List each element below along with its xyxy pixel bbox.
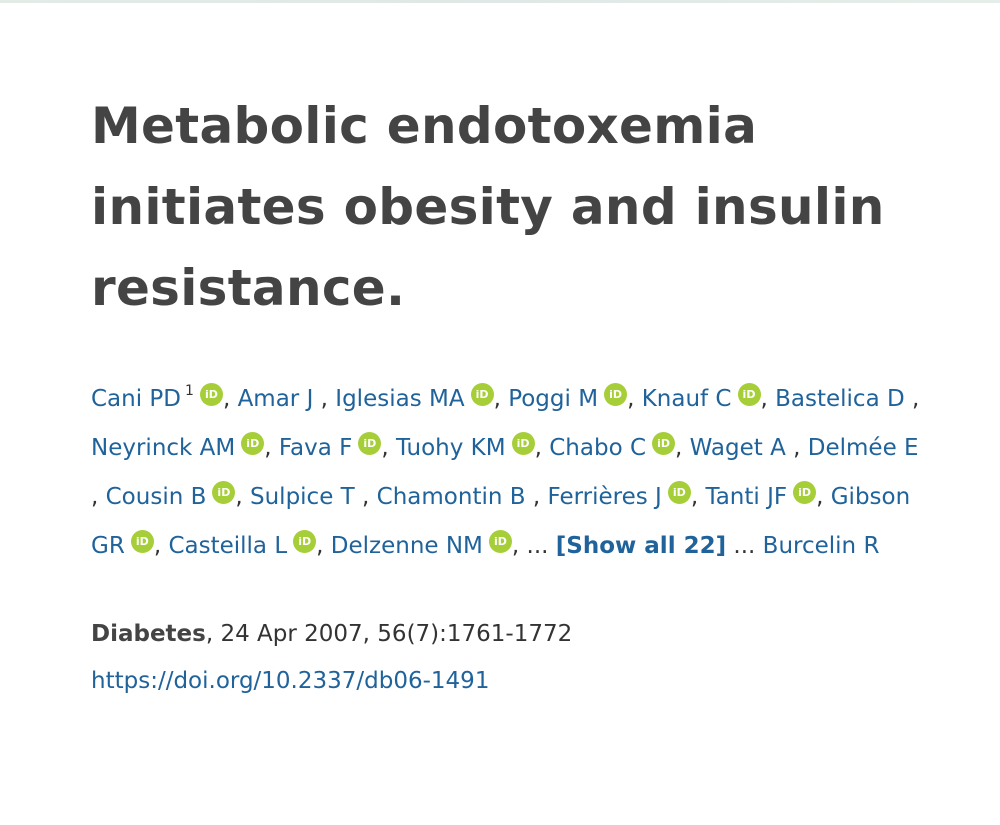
author-separator: ,	[381, 435, 396, 461]
article-title: Metabolic endotoxemia initiates obesity …	[91, 97, 885, 317]
author-link-last[interactable]: Burcelin R	[762, 533, 880, 559]
doi-link[interactable]: https://doi.org/10.2337/db06-1491	[91, 668, 490, 694]
author-link[interactable]: Ferrières J	[547, 484, 662, 510]
orcid-icon[interactable]: iD	[667, 481, 691, 504]
author-separator: ,	[316, 533, 331, 559]
author-link[interactable]: Neyrinck AM	[91, 435, 236, 461]
author-separator: ,	[222, 386, 238, 412]
author-link[interactable]: Casteilla L	[168, 533, 288, 559]
orcid-icon[interactable]: iD	[737, 383, 761, 406]
author-separator: ,	[675, 435, 690, 461]
author-separator: ,	[534, 435, 550, 461]
author-list: Cani PD 1 iD, Amar J , Iglesias MA iD, Pogg…	[91, 367, 926, 571]
author-ellipsis: ...	[526, 533, 549, 559]
author-separator: ,	[525, 484, 548, 510]
author-link[interactable]: Tuohy KM	[395, 435, 506, 461]
author-separator: ,	[313, 386, 336, 412]
author-link[interactable]: Delzenne NM	[330, 533, 483, 559]
author-link[interactable]: Waget A	[689, 435, 786, 461]
author-link[interactable]: Bastelica D	[775, 386, 905, 412]
article-header: Metabolic endotoxemia initiates obesity …	[91, 86, 931, 705]
orcid-icon[interactable]: iD	[488, 530, 512, 553]
author-separator: ,	[354, 484, 377, 510]
author-separator: ,	[627, 386, 642, 412]
author-link[interactable]: Tanti JF	[705, 484, 788, 510]
orcid-icon[interactable]: iD	[511, 432, 535, 455]
orcid-icon[interactable]: iD	[212, 481, 236, 504]
orcid-icon[interactable]: iD	[793, 481, 817, 504]
orcid-icon[interactable]: iD	[358, 432, 382, 455]
author-link[interactable]: Gibson GR	[91, 484, 911, 559]
orcid-icon[interactable]: iD	[604, 383, 628, 406]
affiliation-marker: 1	[185, 383, 194, 399]
author-separator: ,	[511, 533, 527, 559]
show-all-authors-button[interactable]: [Show all 22]	[555, 533, 727, 559]
author-link[interactable]: Sulpice T	[250, 484, 355, 510]
author-link[interactable]: Iglesias MA	[335, 386, 465, 412]
author-separator: ,	[816, 484, 831, 510]
author-separator: ,	[493, 386, 509, 412]
citation: Diabetes, 24 Apr 2007, 56(7):1761-1772 h…	[91, 611, 931, 705]
author-separator: ,	[235, 484, 250, 510]
author-separator: ,	[153, 533, 169, 559]
orcid-icon[interactable]: iD	[199, 383, 223, 406]
author-link[interactable]: Amar J	[237, 386, 314, 412]
orcid-icon[interactable]: iD	[241, 432, 265, 455]
author-link[interactable]: Cani PD	[91, 386, 182, 412]
orcid-icon[interactable]: iD	[130, 530, 154, 553]
author-link[interactable]: Poggi M	[508, 386, 599, 412]
orcid-icon[interactable]: iD	[652, 432, 676, 455]
orcid-icon[interactable]: iD	[293, 530, 317, 553]
author-link[interactable]: Knauf C	[641, 386, 732, 412]
author-link[interactable]: Fava F	[278, 435, 353, 461]
author-separator: ,	[264, 435, 279, 461]
journal-name: Diabetes	[91, 621, 206, 647]
author-ellipsis: ...	[733, 533, 756, 559]
author-separator: ,	[760, 386, 776, 412]
author-separator: ,	[91, 484, 106, 510]
author-separator: ,	[904, 386, 920, 412]
author-separator: ,	[785, 435, 808, 461]
author-link[interactable]: Cousin B	[105, 484, 207, 510]
author-separator: ,	[690, 484, 706, 510]
author-link[interactable]: Delmée E	[807, 435, 919, 461]
author-link[interactable]: Chamontin B	[376, 484, 526, 510]
orcid-icon[interactable]: iD	[470, 383, 494, 406]
citation-details: , 24 Apr 2007, 56(7):1761-1772	[205, 621, 573, 647]
top-border-strip	[0, 0, 1000, 3]
author-link[interactable]: Chabo C	[549, 435, 647, 461]
